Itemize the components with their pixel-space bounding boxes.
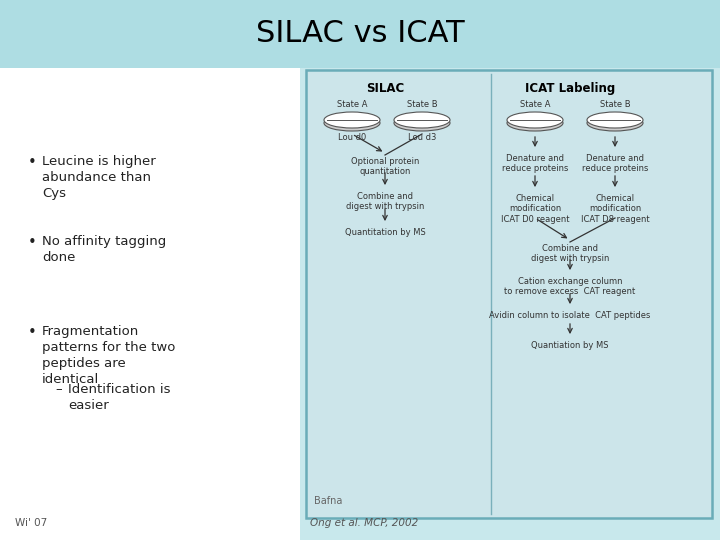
Ellipse shape [587, 112, 643, 128]
Text: –: – [55, 383, 62, 396]
Text: Avidin column to isolate  CAT peptides: Avidin column to isolate CAT peptides [490, 311, 651, 320]
Text: Lou d0: Lou d0 [338, 133, 366, 142]
Text: State B: State B [407, 100, 437, 109]
Text: Quantitation by MS: Quantitation by MS [345, 228, 426, 237]
Ellipse shape [394, 115, 450, 131]
Text: •: • [28, 325, 37, 340]
Ellipse shape [324, 112, 380, 128]
Text: Identification is
easier: Identification is easier [68, 383, 171, 412]
Bar [0, 68, 300, 540]
Text: Cation exchange column
to remove excess  CAT reagent: Cation exchange column to remove excess … [505, 277, 636, 296]
Text: Leucine is higher
abundance than
Cys: Leucine is higher abundance than Cys [42, 155, 156, 200]
Text: Lou d3: Lou d3 [408, 133, 436, 142]
Text: State A: State A [337, 100, 367, 109]
Text: Optional protein
quantitation: Optional protein quantitation [351, 157, 419, 177]
Text: Wi' 07: Wi' 07 [15, 518, 48, 528]
Text: Chemical
modification
ICAT D0 reagent: Chemical modification ICAT D0 reagent [500, 194, 570, 224]
Text: ICAT Labeling: ICAT Labeling [525, 82, 615, 95]
Ellipse shape [394, 112, 450, 128]
Text: Denature and
reduce proteins: Denature and reduce proteins [502, 154, 568, 173]
Text: Fragmentation
patterns for the two
peptides are
identical: Fragmentation patterns for the two pepti… [42, 325, 176, 386]
Text: •: • [28, 155, 37, 170]
Text: Combine and
digest with trypsin: Combine and digest with trypsin [531, 244, 609, 264]
Bar [0, 0, 720, 68]
Ellipse shape [507, 112, 563, 128]
Text: Combine and
digest with trypsin: Combine and digest with trypsin [346, 192, 424, 211]
FancyBboxPatch shape [306, 70, 712, 518]
Text: Quantiation by MS: Quantiation by MS [531, 341, 608, 350]
Text: Bafna: Bafna [314, 496, 343, 506]
Ellipse shape [324, 115, 380, 131]
Ellipse shape [507, 115, 563, 131]
Ellipse shape [587, 115, 643, 131]
Text: State A: State A [520, 100, 550, 109]
Text: SILAC vs ICAT: SILAC vs ICAT [256, 19, 464, 49]
Text: Denature and
reduce proteins: Denature and reduce proteins [582, 154, 648, 173]
Text: No affinity tagging
done: No affinity tagging done [42, 235, 166, 264]
Text: Ong et al. MCP, 2002: Ong et al. MCP, 2002 [310, 518, 418, 528]
Text: State B: State B [600, 100, 630, 109]
Text: Chemical
modification
ICAT D8 reagent: Chemical modification ICAT D8 reagent [581, 194, 649, 224]
Text: •: • [28, 235, 37, 250]
Text: SILAC: SILAC [366, 82, 404, 95]
